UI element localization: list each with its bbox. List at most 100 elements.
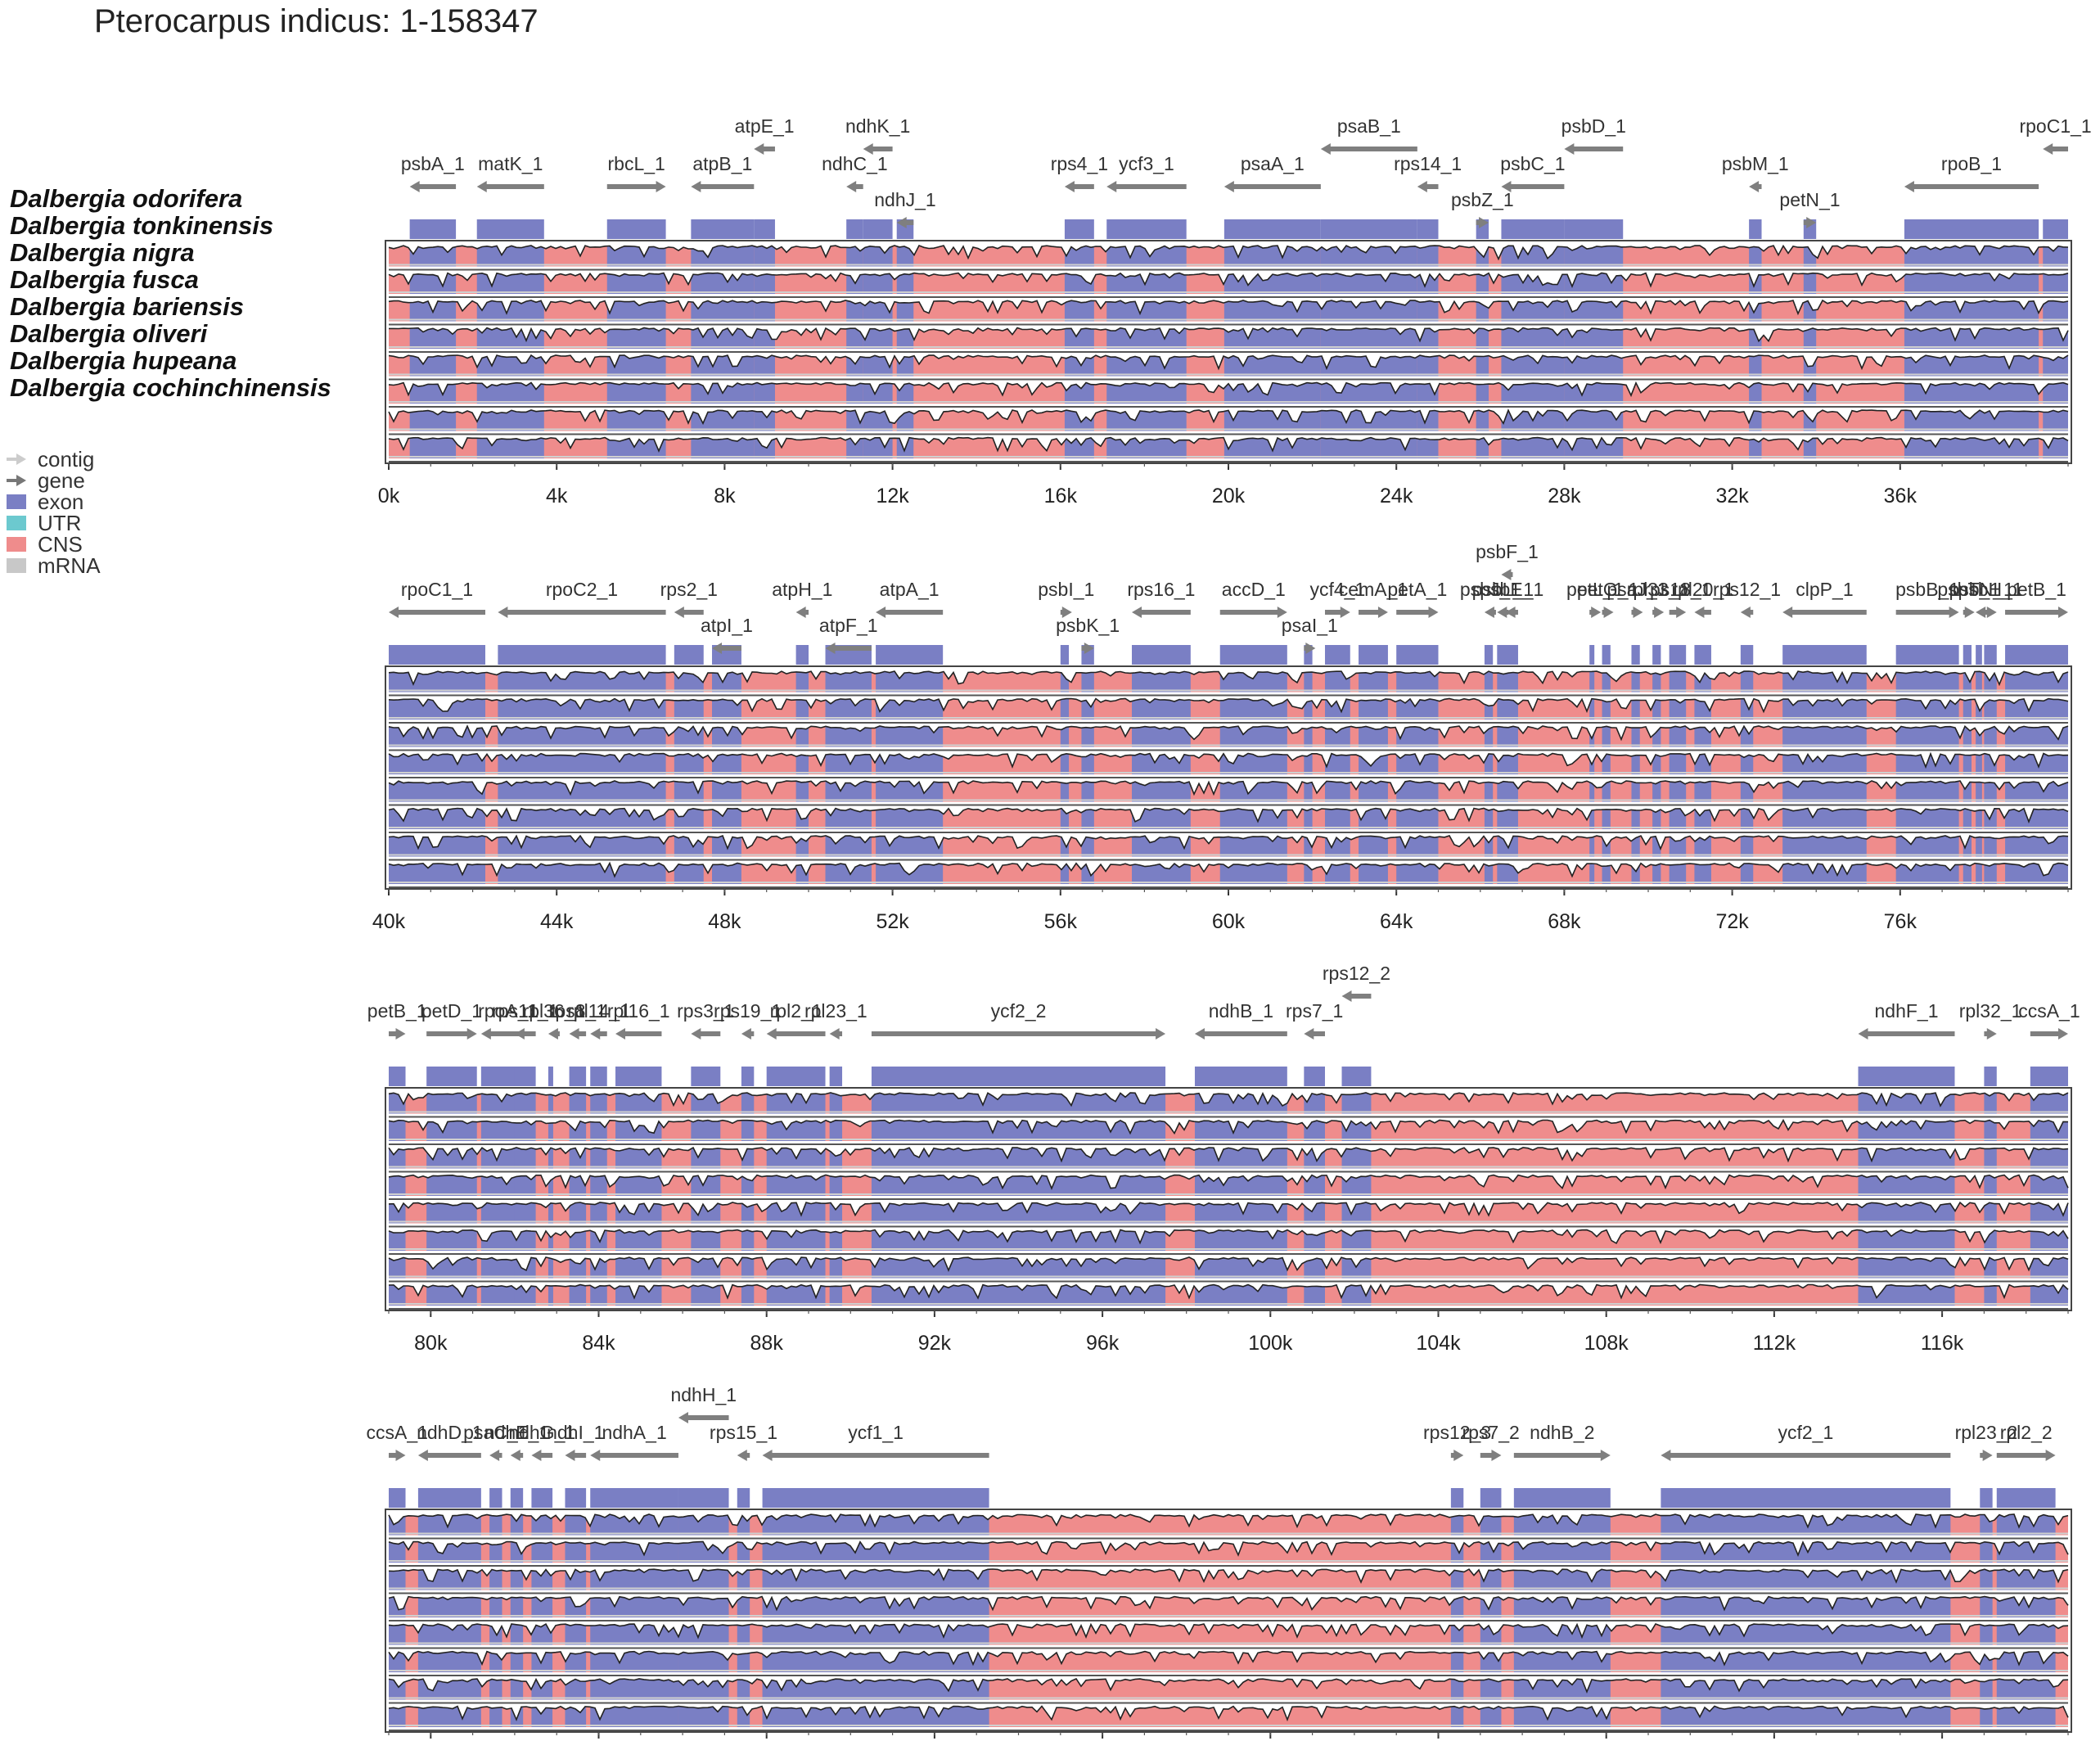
exon-band: [2030, 1284, 2068, 1306]
gene-arrow-icon: [480, 1028, 536, 1040]
exon-band: [489, 1569, 502, 1590]
exon-band: [1976, 671, 1982, 692]
identity-gap: [389, 1093, 2068, 1106]
exon-band: [409, 327, 457, 349]
exon-band: [569, 1093, 587, 1114]
exon-band: [871, 1175, 1166, 1196]
legend-mrna: mRNA: [7, 555, 101, 576]
gene-arrow-icon: [1081, 643, 1094, 654]
gene-psbM_1: psbM_1: [1722, 153, 1789, 192]
gene-label-psbI_1: psbI_1: [1038, 579, 1094, 600]
exon-box-psbT_1: [1963, 645, 1972, 665]
exon-band: [829, 1202, 843, 1224]
gene-petB_1: petB_1: [2005, 579, 2068, 618]
exon-box-psaA_1: [1223, 219, 1321, 239]
exon-band: [1476, 437, 1489, 458]
gene-arrow-icon: [510, 1450, 524, 1461]
gene-arrow-icon: [1589, 607, 1602, 618]
exon-band: [1223, 382, 1321, 404]
identity-line: [388, 272, 2069, 289]
gene-arrow-icon: [1782, 607, 1867, 618]
exon-band: [1669, 781, 1687, 802]
gene-label-atpA_1: atpA_1: [880, 579, 940, 600]
exon-band: [1589, 863, 1595, 884]
gene-rps16_1: rps16_1: [1127, 579, 1195, 618]
exon-band: [1505, 726, 1518, 747]
gene-label-psbC_1: psbC_1: [1500, 153, 1565, 174]
gene-label-rpl20_1: rpl20_1: [1671, 579, 1734, 600]
gene-label-matK_1: matK_1: [478, 153, 543, 174]
gene-ycf1_1: ycf1_1: [762, 1422, 989, 1461]
exon-band: [426, 1229, 477, 1251]
exon-band: [476, 437, 544, 458]
identity-line: [388, 670, 2069, 687]
gene-rps19_1: rps19_1: [714, 1000, 782, 1040]
gene-label-rps19_1: rps19_1: [714, 1000, 782, 1022]
exon-box-psbM_1: [1749, 219, 1762, 239]
exon-band: [741, 1257, 755, 1279]
gene-label-ndhA_1: ndhA_1: [602, 1422, 666, 1443]
contig-arrow-icon: [7, 452, 26, 467]
exon-band: [1194, 1120, 1287, 1141]
exon-band: [1996, 1679, 2056, 1700]
exon-band: [1417, 437, 1439, 458]
gene-label-rpl14_1: rpl14_1: [567, 1000, 630, 1022]
exon-band: [1602, 808, 1611, 829]
exon-box-petB_1: [2005, 645, 2068, 665]
axis-tick-label-52k: 52k: [876, 910, 909, 933]
panel-2: rpoC1_1 rpoC2_1 rps2_1 atpI_1 atpH_1 atpF_1at…: [372, 541, 2072, 933]
exon-band: [1669, 698, 1687, 719]
gene-label-rps12_2: rps12_2: [1323, 963, 1390, 984]
gene-label-rps12_1: rps12_1: [1713, 579, 1781, 600]
exon-band: [1497, 836, 1503, 857]
exon-box-rpl23_1: [829, 1067, 843, 1086]
exon-band: [1497, 781, 1503, 802]
exon-band: [1740, 863, 1754, 884]
identity-line: [388, 1118, 2069, 1135]
exon-box-rbcL_1: [606, 219, 666, 239]
exon-band: [1904, 355, 2039, 377]
exon-band: [489, 1596, 502, 1617]
exon-band: [1589, 671, 1595, 692]
exon-box-rpoC1_1: [389, 645, 485, 665]
gene-rps12_2: rps12_2: [1323, 963, 1390, 1002]
gene-petA_1: petA_1: [1387, 579, 1447, 618]
exon-band: [1963, 698, 1972, 719]
exon-box-rpl23_2: [1980, 1488, 1993, 1508]
gene-arrow-icon: [498, 607, 666, 618]
gene-label-rpl32_1: rpl32_1: [1959, 1000, 2022, 1022]
exon-box-psaJ_1: [1631, 645, 1640, 665]
exon-box-rpl32_1: [1984, 1067, 1997, 1086]
gene-arrow-icon: [1497, 607, 1509, 618]
gene-arrow-icon: [1895, 607, 1959, 618]
exon-band: [1484, 726, 1494, 747]
gene-arrow-icon: [606, 181, 666, 192]
exon-band: [1980, 1569, 1993, 1590]
gene-label-rps7_1: rps7_1: [1286, 1000, 1343, 1022]
gene-label-psbE_1: psbE_1: [1480, 579, 1543, 600]
exon-band: [876, 671, 944, 692]
identity-gap: [389, 1175, 2068, 1188]
exon-band: [737, 1651, 750, 1672]
gene-rps3_1: rps3_1: [677, 1000, 734, 1040]
identity-line: [388, 1677, 2069, 1694]
exon-band: [863, 273, 893, 294]
exon-band: [1984, 1093, 1997, 1114]
gene-arrow-icon: [1631, 607, 1643, 618]
gene-arrow-icon: [876, 607, 944, 618]
gene-rps4_1: rps4_1: [1051, 153, 1108, 192]
gene-rps14_1: rps14_1: [1394, 153, 1462, 192]
exon-box-rps14_1: [1417, 219, 1439, 239]
exon-band: [1963, 781, 1972, 802]
gene-label-psaI_1: psaI_1: [1282, 615, 1338, 636]
exon-band: [426, 1175, 477, 1196]
gene-label-rps16_1: rps16_1: [1127, 579, 1195, 600]
gene-rpl2_1: rpl2_1: [766, 1000, 826, 1040]
gene-arrow-icon: [1602, 607, 1614, 618]
exon-band: [741, 1284, 755, 1306]
exon-band: [674, 863, 704, 884]
gene-arrow-icon: [737, 1450, 750, 1461]
axis-tick-label-40k: 40k: [372, 910, 406, 933]
exon-band: [1631, 836, 1640, 857]
exon-box-rps7_2: [1480, 1488, 1502, 1508]
